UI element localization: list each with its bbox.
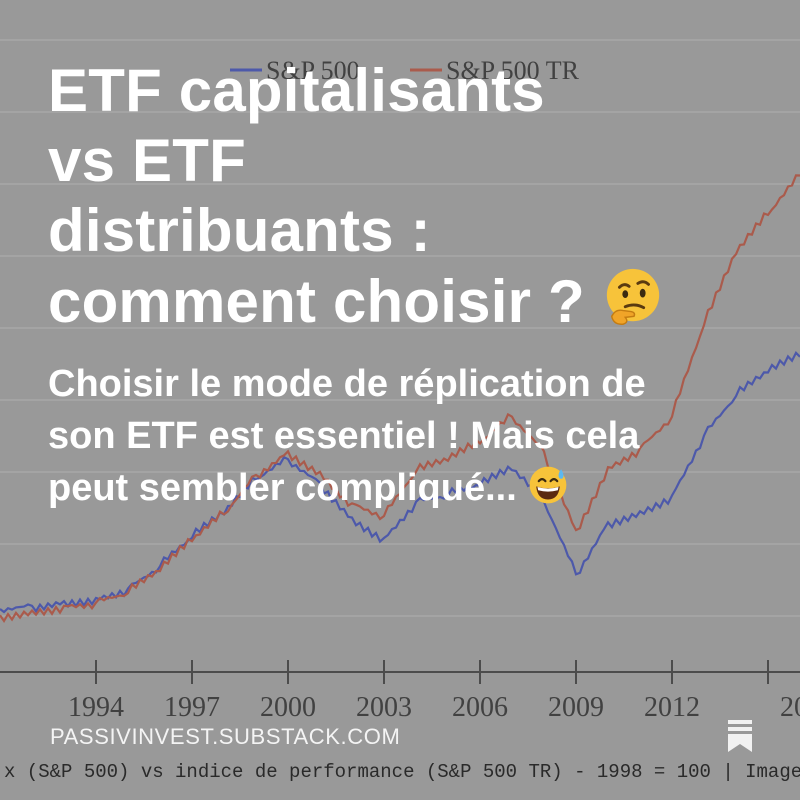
subtitle-line: Choisir le mode de réplication de — [48, 363, 646, 405]
title-line-with-emoji: comment choisir ? — [48, 266, 748, 337]
chart-legend: S&P 500 S&P 500 TR — [230, 56, 580, 85]
chart-grid — [0, 39, 800, 617]
grinning-face-with-sweat-icon — [529, 466, 567, 504]
x-tick-label: 1994 — [68, 692, 124, 723]
x-tick-label: 1997 — [164, 692, 220, 723]
site-url[interactable]: PASSIVINVEST.SUBSTACK.COM — [50, 724, 401, 749]
chart-x-axis: 1994 1997 2000 2003 2006 2009 2012 20 — [0, 660, 800, 723]
series-line — [0, 174, 800, 624]
series-line — [0, 350, 800, 614]
title-line: comment choisir ? — [48, 268, 585, 335]
title-line: distribuants : — [48, 197, 431, 264]
subtitle-line-with-emoji: peut sembler compliqué... — [48, 462, 768, 514]
x-tick-label: 2009 — [548, 692, 604, 723]
x-tick-label: 20 — [780, 692, 800, 723]
subtitle-line: son ETF est essentiel ! Mais cela — [48, 415, 640, 457]
thinking-face-icon — [606, 268, 659, 325]
chart-caption: x (S&P 500) vs indice de performance (S&… — [4, 761, 800, 783]
chart-lines — [0, 174, 800, 624]
x-tick-label: 2000 — [260, 692, 316, 723]
x-tick-label: 2012 — [644, 692, 700, 723]
legend-label: S&P 500 — [266, 56, 360, 85]
x-tick-label: 2006 — [452, 692, 508, 723]
title-line: vs ETF — [48, 127, 246, 194]
legend-label: S&P 500 TR — [446, 56, 580, 85]
post-title: ETF capitalisants vs ETF distribuants : … — [48, 56, 748, 337]
x-tick-label: 2003 — [356, 692, 412, 723]
bookmark-icon[interactable] — [726, 718, 754, 754]
title-line: ETF capitalisants — [48, 57, 545, 124]
subtitle-line: peut sembler compliqué... — [48, 467, 517, 509]
post-subtitle: Choisir le mode de réplication de son ET… — [48, 358, 768, 514]
